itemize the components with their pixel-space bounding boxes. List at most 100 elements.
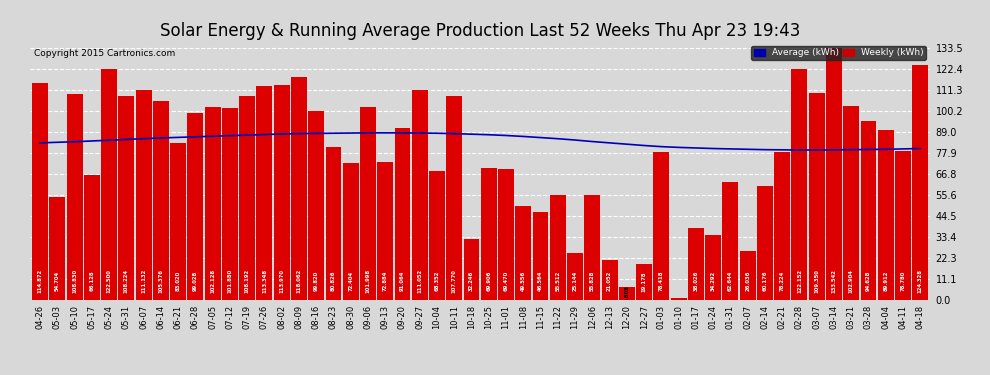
Bar — [274, 85, 290, 300]
Text: 122.152: 122.152 — [797, 269, 802, 293]
Text: 113.970: 113.970 — [279, 269, 284, 293]
Bar — [533, 212, 548, 300]
Bar — [119, 96, 135, 300]
Text: 102.128: 102.128 — [210, 269, 215, 293]
Text: 72.884: 72.884 — [383, 271, 388, 291]
Text: 111.132: 111.132 — [142, 269, 147, 293]
Bar — [481, 168, 497, 300]
Bar — [619, 287, 635, 300]
Text: 25.144: 25.144 — [572, 271, 577, 291]
Bar — [723, 182, 739, 300]
Text: 99.820: 99.820 — [314, 271, 319, 291]
Text: 19.178: 19.178 — [642, 272, 646, 292]
Text: 101.998: 101.998 — [365, 269, 370, 293]
Bar — [170, 143, 186, 300]
Legend: Average (kWh), Weekly (kWh): Average (kWh), Weekly (kWh) — [751, 46, 926, 60]
Text: 91.064: 91.064 — [400, 271, 405, 291]
Bar — [549, 195, 565, 300]
Bar — [152, 101, 169, 300]
Text: 54.704: 54.704 — [54, 271, 59, 291]
Text: 26.036: 26.036 — [745, 271, 750, 291]
Bar — [50, 196, 65, 300]
Bar — [740, 251, 755, 300]
Text: 124.328: 124.328 — [918, 269, 923, 293]
Bar — [809, 93, 825, 300]
Bar — [326, 147, 342, 300]
Bar — [205, 107, 221, 300]
Text: 72.404: 72.404 — [348, 271, 353, 291]
Bar — [567, 252, 583, 300]
Text: 34.292: 34.292 — [711, 271, 716, 291]
Bar — [256, 86, 272, 300]
Text: 80.826: 80.826 — [331, 271, 336, 291]
Bar — [895, 151, 911, 300]
Text: Copyright 2015 Cartronics.com: Copyright 2015 Cartronics.com — [35, 49, 175, 58]
Bar — [412, 90, 428, 300]
Bar — [187, 113, 203, 300]
Bar — [653, 152, 669, 300]
Text: 60.176: 60.176 — [762, 271, 767, 291]
Text: 99.028: 99.028 — [193, 271, 198, 291]
Text: 6.808: 6.808 — [625, 285, 630, 302]
Bar — [377, 162, 393, 300]
Bar — [688, 228, 704, 300]
Text: 68.352: 68.352 — [435, 271, 440, 291]
Bar — [66, 94, 82, 300]
Text: 32.246: 32.246 — [469, 271, 474, 291]
Bar — [291, 77, 307, 300]
Bar — [843, 106, 859, 300]
Bar — [878, 130, 894, 300]
Bar — [791, 69, 808, 300]
Bar — [670, 298, 686, 300]
Text: 122.500: 122.500 — [107, 269, 112, 293]
Bar — [860, 121, 876, 300]
Text: 111.052: 111.052 — [417, 269, 423, 293]
Text: 49.556: 49.556 — [521, 271, 526, 291]
Text: 133.542: 133.542 — [832, 269, 837, 293]
Bar — [774, 152, 790, 300]
Title: Solar Energy & Running Average Production Last 52 Weeks Thu Apr 23 19:43: Solar Energy & Running Average Productio… — [160, 22, 800, 40]
Text: 69.470: 69.470 — [504, 271, 509, 291]
Text: 114.872: 114.872 — [38, 269, 43, 293]
Text: 66.128: 66.128 — [89, 271, 94, 291]
Text: 78.224: 78.224 — [780, 271, 785, 291]
Bar — [826, 48, 842, 300]
Text: 55.512: 55.512 — [555, 271, 560, 291]
Text: 78.418: 78.418 — [659, 271, 664, 291]
Text: 83.020: 83.020 — [175, 271, 180, 291]
Text: 38.026: 38.026 — [693, 271, 698, 291]
Bar — [395, 128, 411, 300]
Text: 108.830: 108.830 — [72, 269, 77, 293]
Text: 94.628: 94.628 — [866, 271, 871, 291]
Text: 46.564: 46.564 — [538, 271, 544, 291]
Bar — [360, 107, 376, 300]
Bar — [136, 90, 151, 300]
Bar — [240, 96, 255, 300]
Bar — [101, 69, 117, 300]
Text: 89.912: 89.912 — [883, 271, 888, 291]
Bar — [637, 264, 652, 300]
Text: 118.062: 118.062 — [296, 269, 301, 293]
Text: 108.224: 108.224 — [124, 269, 129, 293]
Text: 102.904: 102.904 — [848, 269, 853, 293]
Bar — [308, 111, 324, 300]
Text: 109.350: 109.350 — [814, 269, 819, 293]
Bar — [584, 195, 600, 300]
Bar — [84, 175, 100, 300]
Text: 108.192: 108.192 — [245, 269, 249, 293]
Text: 113.348: 113.348 — [262, 269, 267, 293]
Text: 62.644: 62.644 — [728, 271, 733, 291]
Bar — [913, 65, 929, 300]
Text: 69.906: 69.906 — [486, 271, 491, 291]
Text: 21.052: 21.052 — [607, 271, 612, 291]
Bar — [32, 83, 48, 300]
Bar — [463, 239, 479, 300]
Bar — [602, 260, 618, 300]
Bar — [222, 108, 238, 300]
Text: 105.376: 105.376 — [158, 269, 163, 293]
Bar — [757, 186, 773, 300]
Text: 55.828: 55.828 — [590, 271, 595, 291]
Bar — [705, 235, 721, 300]
Bar — [429, 171, 445, 300]
Bar — [343, 163, 358, 300]
